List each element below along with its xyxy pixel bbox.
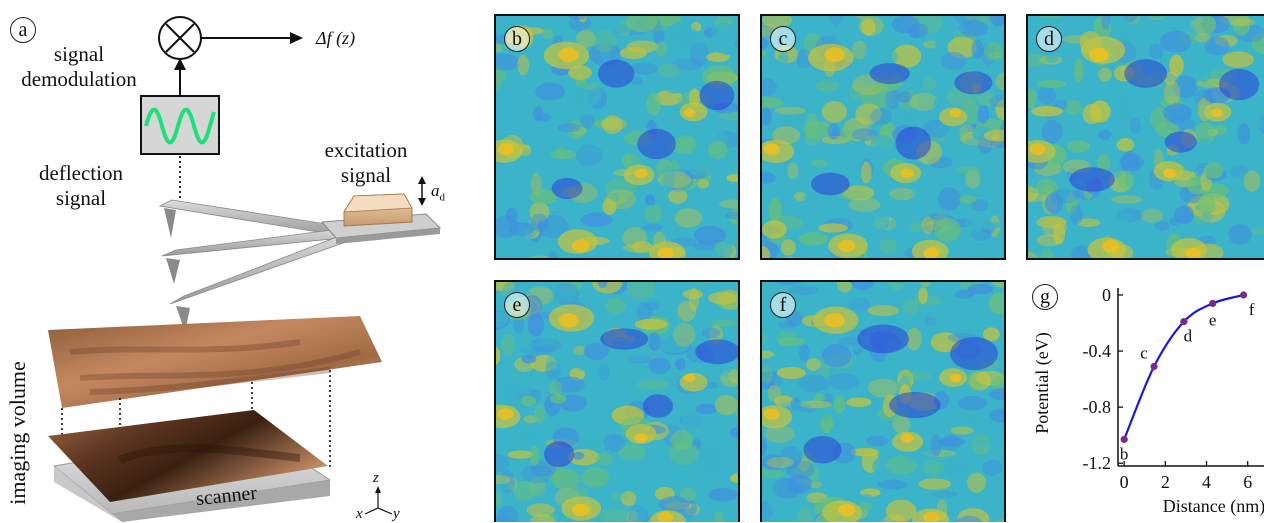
panel-letter-c: c bbox=[770, 26, 796, 52]
panel-letter-d: d bbox=[1036, 26, 1062, 52]
cantilever-top bbox=[160, 200, 352, 236]
panel-a: a signal demodulation deflection signal … bbox=[0, 0, 470, 522]
potential-chart: 0 -0.4 -0.8 -1.2 0 2 4 6 Distance (nm) Potential … bbox=[1026, 272, 1264, 522]
point-f bbox=[1240, 291, 1247, 298]
map-e: e bbox=[494, 280, 740, 522]
imaging-volume-label: imaging volume bbox=[5, 343, 31, 523]
axis-x-arrow bbox=[365, 508, 378, 514]
axis-y-arrow bbox=[378, 508, 392, 514]
y-tick-label: -0.4 bbox=[1083, 341, 1112, 361]
point-label-b: b bbox=[1120, 444, 1129, 463]
deflection-signal-label: deflection signal bbox=[26, 161, 136, 211]
y-tick-label: 0 bbox=[1102, 285, 1111, 305]
point-c bbox=[1150, 363, 1157, 370]
panel-letter-b: b bbox=[504, 26, 530, 52]
map-d-image bbox=[1028, 16, 1264, 258]
panel-letter-e: e bbox=[504, 292, 530, 318]
output-label: Δf (z) bbox=[316, 28, 355, 49]
point-b bbox=[1121, 436, 1128, 443]
map-c: c bbox=[760, 14, 1006, 260]
amplitude-subscript: d bbox=[440, 191, 446, 203]
panel-letter-f: f bbox=[770, 292, 796, 318]
point-label-f: f bbox=[1249, 300, 1255, 319]
map-b: b bbox=[494, 14, 740, 260]
axis-x-label: x bbox=[356, 506, 363, 523]
map-d: d bbox=[1026, 14, 1264, 260]
x-tick-label: 2 bbox=[1161, 472, 1170, 492]
map-f-image bbox=[762, 282, 1004, 522]
point-d bbox=[1180, 318, 1187, 325]
y-axis-label: Potential (eV) bbox=[1032, 332, 1053, 433]
map-f: f bbox=[760, 280, 1006, 522]
point-label-d: d bbox=[1184, 327, 1193, 346]
axis-y-label: y bbox=[393, 506, 400, 523]
signal-demodulation-label: signal demodulation bbox=[4, 42, 154, 92]
potential-line bbox=[1124, 295, 1243, 439]
map-e-image bbox=[496, 282, 738, 522]
excitation-signal-label: excitation signal bbox=[314, 138, 418, 188]
x-tick-label: 4 bbox=[1202, 472, 1211, 492]
x-axis-label: Distance (nm) bbox=[1163, 496, 1264, 517]
point-e bbox=[1209, 300, 1216, 307]
cantilever-middle bbox=[162, 228, 348, 256]
y-tick-label: -1.2 bbox=[1083, 453, 1112, 473]
amplitude-label: ad bbox=[431, 181, 445, 203]
axis-z-label: z bbox=[373, 470, 379, 487]
map-b-image bbox=[496, 16, 738, 258]
panel-letter-a: a bbox=[10, 17, 36, 43]
x-tick-label: 0 bbox=[1120, 472, 1129, 492]
point-label-c: c bbox=[1140, 343, 1148, 362]
point-label-e: e bbox=[1209, 310, 1217, 329]
amplitude-symbol: a bbox=[431, 181, 440, 200]
y-tick-label: -0.8 bbox=[1083, 397, 1112, 417]
x-tick-label: 6 bbox=[1243, 472, 1252, 492]
map-c-image bbox=[762, 16, 1004, 258]
